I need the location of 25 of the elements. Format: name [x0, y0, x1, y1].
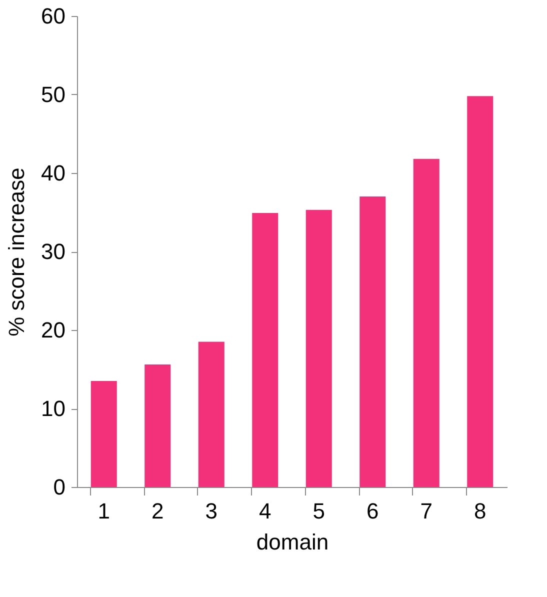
- y-tick-label: 40: [41, 160, 66, 186]
- bar: [144, 364, 171, 487]
- bar: [413, 158, 440, 487]
- x-tick-label: 5: [312, 498, 325, 524]
- x-tick-label: 4: [259, 498, 272, 524]
- x-tick-label: 1: [98, 498, 110, 524]
- y-tick-label: 50: [41, 82, 66, 107]
- x-tick-label: 3: [205, 498, 218, 524]
- y-tick-label: 20: [41, 318, 66, 342]
- x-tick-label: 8: [474, 498, 486, 524]
- bar: [252, 213, 278, 487]
- x-tick-label: 2: [152, 498, 164, 524]
- bar: [360, 196, 386, 487]
- y-tick-label: 10: [41, 396, 66, 421]
- x-axis-title: domain: [256, 530, 329, 554]
- y-tick-label: 0: [53, 474, 66, 500]
- bar: [90, 381, 117, 487]
- y-tick-label: 30: [41, 239, 66, 264]
- bar: [467, 96, 494, 487]
- y-tick-label: 60: [41, 4, 66, 28]
- bar: [306, 210, 332, 487]
- x-tick-label: 7: [420, 498, 432, 524]
- bar: [198, 342, 224, 487]
- y-axis-title: % score increase: [4, 168, 30, 336]
- x-tick-label: 6: [366, 498, 379, 524]
